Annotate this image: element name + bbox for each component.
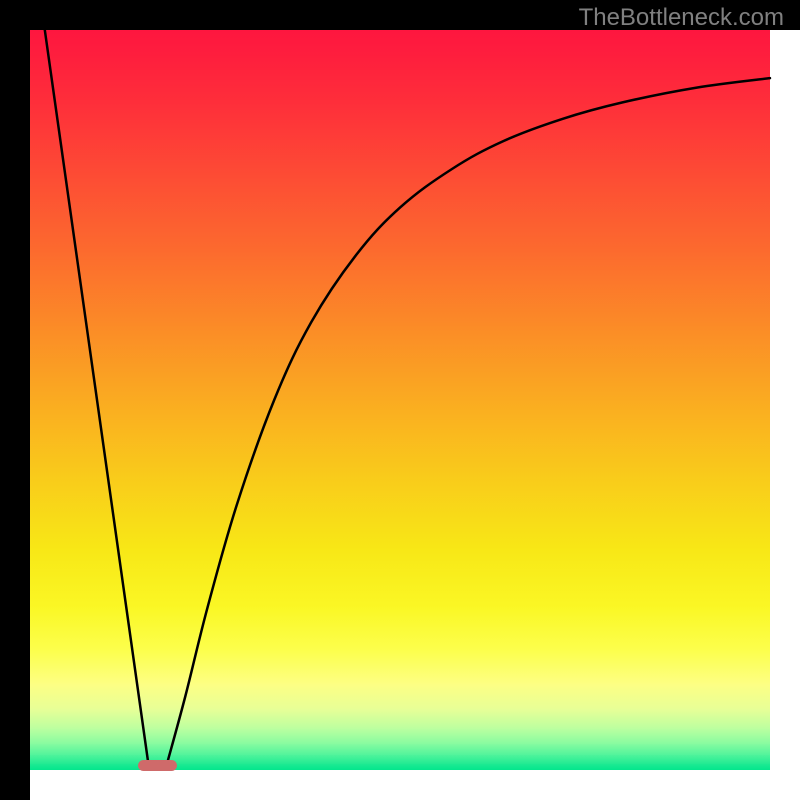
watermark-text: TheBottleneck.com — [579, 4, 784, 32]
bottleneck-marker — [138, 760, 176, 772]
chart-container: { "watermark": { "text": "TheBottleneck.… — [0, 0, 800, 800]
right-curve — [167, 78, 770, 764]
left-line — [45, 30, 149, 764]
curve-layer — [0, 0, 800, 800]
